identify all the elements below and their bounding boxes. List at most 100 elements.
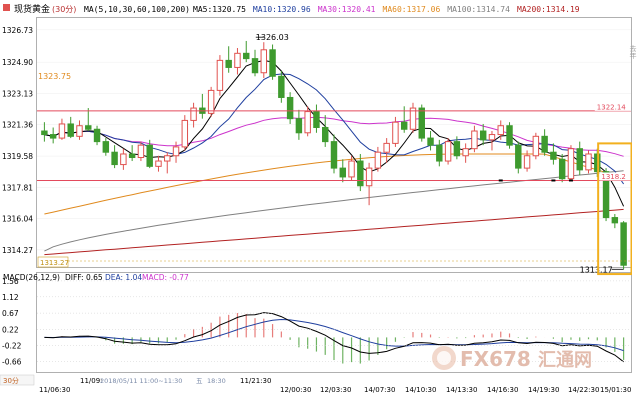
candle-body xyxy=(576,148,583,171)
candle-body xyxy=(269,49,276,77)
time-tick-label: 12/03:30 xyxy=(320,386,351,394)
candle-body xyxy=(392,121,399,144)
level-marker xyxy=(568,179,573,182)
candle-body xyxy=(172,146,180,157)
candle-body xyxy=(181,119,189,148)
macd-tick-label: 0.22 xyxy=(2,325,19,334)
time-tick-label: 11/09: xyxy=(80,377,103,385)
ma-value-labels: MA5:1320.75 MA10:1320.96 MA30:1320.41 MA60:… xyxy=(193,5,580,14)
candle-body xyxy=(225,59,232,68)
level-label: 1318.2 xyxy=(601,173,626,181)
time-tick-label: 14/16:30 xyxy=(487,386,518,394)
candle-body xyxy=(67,123,74,137)
price-tick-label: 1314.27 xyxy=(2,246,33,255)
time-tick-label: 14/13:30 xyxy=(446,386,477,394)
candle-body xyxy=(260,49,268,74)
price-tick-label: 1326.73 xyxy=(2,26,33,35)
time-tick-label: 11/06:30 xyxy=(39,386,70,394)
ma-value-label: MA30:1320.41 xyxy=(318,5,376,14)
candle-body xyxy=(427,137,434,146)
candle-body xyxy=(137,144,145,159)
candle-body xyxy=(488,134,496,141)
price-annotations: 1326.03 1313.17 1323.75 1313.27 xyxy=(37,33,631,274)
candle-body xyxy=(41,130,48,136)
chart-header: 现货黄金 (30分) MA(5,10,30,60,100,200) MA5:13… xyxy=(3,3,580,15)
macd-title: MACD(26,12,9) xyxy=(3,273,60,282)
candle-body xyxy=(479,130,487,141)
time-tick-label: 12/00:30 xyxy=(280,386,311,394)
candle-body xyxy=(286,96,294,120)
candle-body xyxy=(550,151,557,160)
macd-diff: DIFF: 0.65 xyxy=(65,273,103,282)
candle-body xyxy=(295,118,303,134)
fx678-watermark: FX678 汇通网 xyxy=(432,346,592,371)
candle-body xyxy=(243,52,250,60)
candle-body xyxy=(313,111,320,128)
time-tick-label: 14/10:30 xyxy=(405,386,436,394)
ma-value-label: MA100:1314.74 xyxy=(447,5,510,14)
ma200-line xyxy=(44,208,624,256)
symbol-name[interactable]: 现货黄金 xyxy=(14,3,50,15)
ma-value-label: MA5:1320.75 xyxy=(193,5,246,14)
price-tick-label: 1319.58 xyxy=(2,152,33,161)
time-tick-label: 14/22:30 xyxy=(568,386,599,394)
period-label[interactable]: (30分) xyxy=(52,5,76,14)
level-label-bg xyxy=(594,102,631,111)
price-tick-label: 1321.36 xyxy=(2,121,33,130)
macd-tick-label: 1.56 xyxy=(2,277,19,286)
macd-axis: 1.56 1.12 0.67 0.22 -0.22 -0.66 xyxy=(2,277,631,366)
left-level-label: 1323.75 xyxy=(38,72,71,81)
x-extra-label: 11/21:30 xyxy=(240,377,271,385)
candle-body xyxy=(234,52,241,68)
candle-body xyxy=(278,75,285,98)
price-tick-label: 1323.13 xyxy=(2,89,33,98)
candle-body xyxy=(146,144,153,167)
candle-body xyxy=(374,151,382,169)
macd-tick-label: -0.66 xyxy=(2,357,22,366)
candle-body xyxy=(409,107,417,130)
candle-body xyxy=(304,111,311,134)
candle-body xyxy=(497,125,504,136)
candle-body xyxy=(471,130,478,150)
candle-body xyxy=(558,158,566,180)
candle-body xyxy=(216,59,224,91)
macd-value: MACD: -0.77 xyxy=(142,273,189,282)
candle-body xyxy=(251,58,259,74)
low-price-label: 1313.17 xyxy=(580,265,613,274)
bottom-left-price-box xyxy=(37,256,69,268)
macd-tick-label: 1.12 xyxy=(2,293,19,302)
candle-body xyxy=(190,107,197,121)
time-tick-label: 14/07:30 xyxy=(364,386,395,394)
bottom-left-price: 1313.27 xyxy=(40,259,69,267)
candle-body xyxy=(453,141,461,157)
candle-body xyxy=(532,135,540,157)
candle-body xyxy=(330,141,338,169)
ma-value-label: MA200:1314.19 xyxy=(517,5,580,14)
cursor-datetime: 2018/05/11 11:00~11:30 xyxy=(100,377,182,385)
right-strip-text: 去年 xyxy=(629,44,637,60)
level-label: 1322.14 xyxy=(597,103,626,111)
candle-body xyxy=(164,155,171,162)
time-axis: 30分 11/06:30 12/00:30 12/03:30 14/07:30 14/1… xyxy=(0,373,640,400)
candle-body xyxy=(85,125,92,130)
candle-body xyxy=(585,153,592,171)
candle-body xyxy=(339,167,346,178)
candle-body xyxy=(462,148,469,157)
candle-body xyxy=(506,125,513,146)
candle-body xyxy=(348,160,355,178)
candle-body xyxy=(620,222,627,266)
right-strip xyxy=(632,0,640,400)
macd-tick-label: 0.67 xyxy=(2,309,19,318)
candle-body xyxy=(357,160,364,187)
candle-body xyxy=(383,142,390,153)
candle-body xyxy=(155,160,162,167)
candle-body xyxy=(76,125,83,137)
macd-header: MACD(26,12,9) DIFF: 0.65 DEA: 1.04 MACD:… xyxy=(3,273,189,282)
candle-body xyxy=(111,151,118,166)
candle-body xyxy=(444,141,452,162)
price-tick-label: 1317.81 xyxy=(2,183,33,192)
timeframe-label[interactable]: 30分 xyxy=(3,376,19,385)
timeframe-box[interactable] xyxy=(0,374,35,386)
candle-body xyxy=(515,144,522,169)
